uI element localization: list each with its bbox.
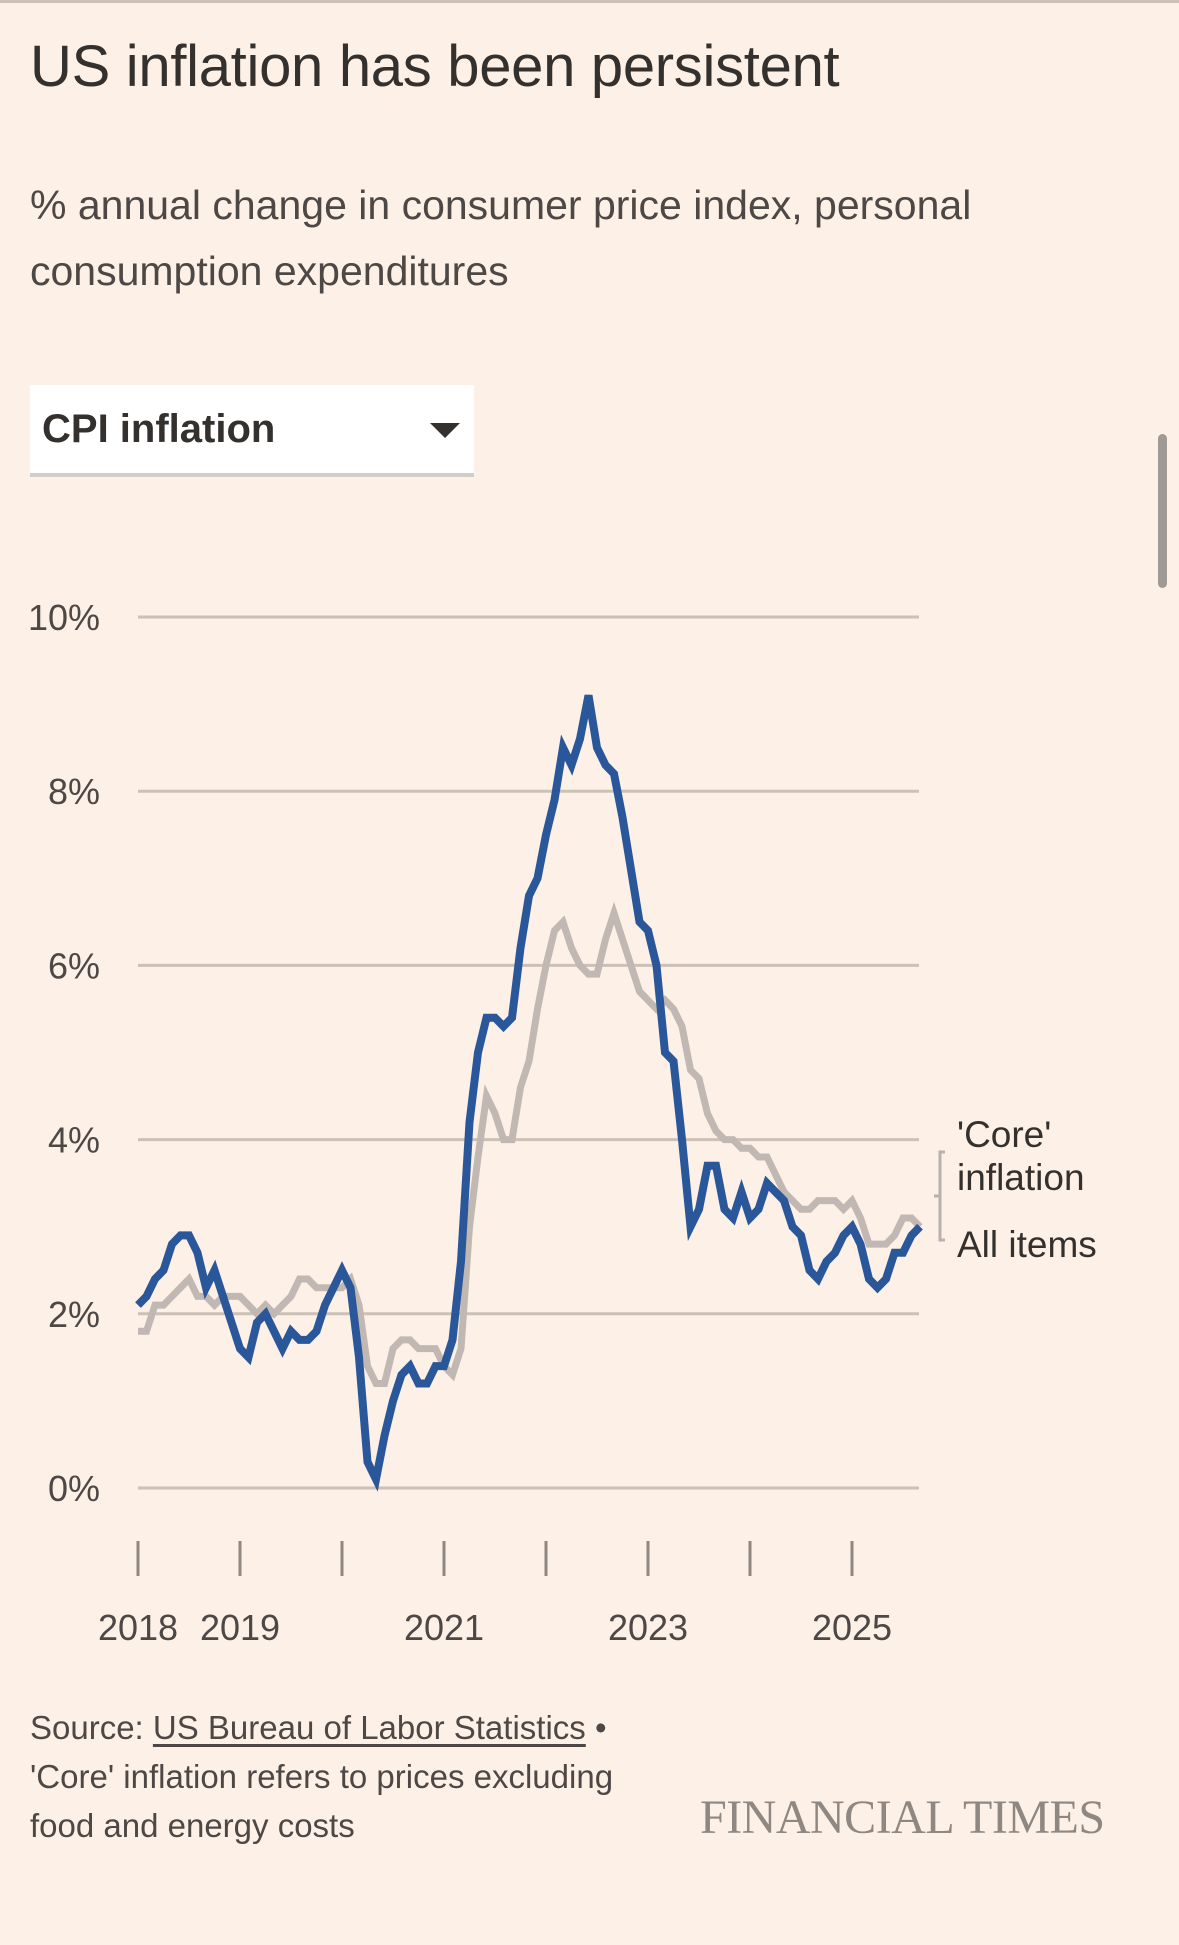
chart-title: US inflation has been persistent xyxy=(30,34,840,99)
source-separator: • xyxy=(585,1709,607,1746)
dropdown-selected-value: CPI inflation xyxy=(42,407,276,451)
measure-dropdown[interactable]: CPI inflation xyxy=(30,385,474,477)
x-tick-label: 2021 xyxy=(404,1607,484,1648)
label-all-items: All items xyxy=(957,1224,1097,1265)
y-tick-label: 4% xyxy=(48,1120,100,1161)
y-tick-label: 2% xyxy=(48,1294,100,1335)
series-labels: 'Core' inflation All items xyxy=(934,1114,1097,1265)
ft-logo: FINANCIAL TIMES xyxy=(700,1791,1105,1844)
x-tick-label: 2018 xyxy=(98,1607,178,1648)
core-definition-note: 'Core' inflation refers to prices exclud… xyxy=(30,1758,614,1844)
gridlines xyxy=(138,615,919,1490)
y-tick-label: 10% xyxy=(28,597,100,638)
series-line-core xyxy=(138,901,923,1387)
y-axis-labels: 0% 2% 4% 6% 8% 10% xyxy=(28,597,100,1509)
scrollbar[interactable] xyxy=(1158,434,1167,588)
y-tick-label: 6% xyxy=(48,945,100,986)
y-tick-label: 0% xyxy=(48,1468,100,1509)
series-line-all-items xyxy=(135,694,923,1492)
source-note: Source: US Bureau of Labor Statistics • … xyxy=(30,1703,670,1850)
x-tick-label: 2019 xyxy=(200,1607,280,1648)
caret-down-icon xyxy=(430,423,460,438)
legend-bracket xyxy=(934,1150,945,1242)
top-divider xyxy=(0,0,1179,3)
x-tick-label: 2025 xyxy=(812,1607,892,1648)
label-core-line2: inflation xyxy=(957,1157,1085,1198)
source-link[interactable]: US Bureau of Labor Statistics xyxy=(152,1709,586,1746)
x-axis-ticks: 2018 2019 2021 2023 2025 xyxy=(98,1541,892,1648)
series-lines xyxy=(135,694,923,1492)
chart-subtitle: % annual change in consumer price index,… xyxy=(30,182,972,294)
label-core-line1: 'Core' xyxy=(957,1114,1051,1155)
x-tick-label: 2023 xyxy=(608,1607,688,1648)
y-tick-label: 8% xyxy=(48,771,100,812)
line-chart: 0% 2% 4% 6% 8% 10% 2018 2019 2021 2023 2025 'Core… xyxy=(28,597,1097,1648)
source-prefix: Source: xyxy=(30,1709,153,1746)
